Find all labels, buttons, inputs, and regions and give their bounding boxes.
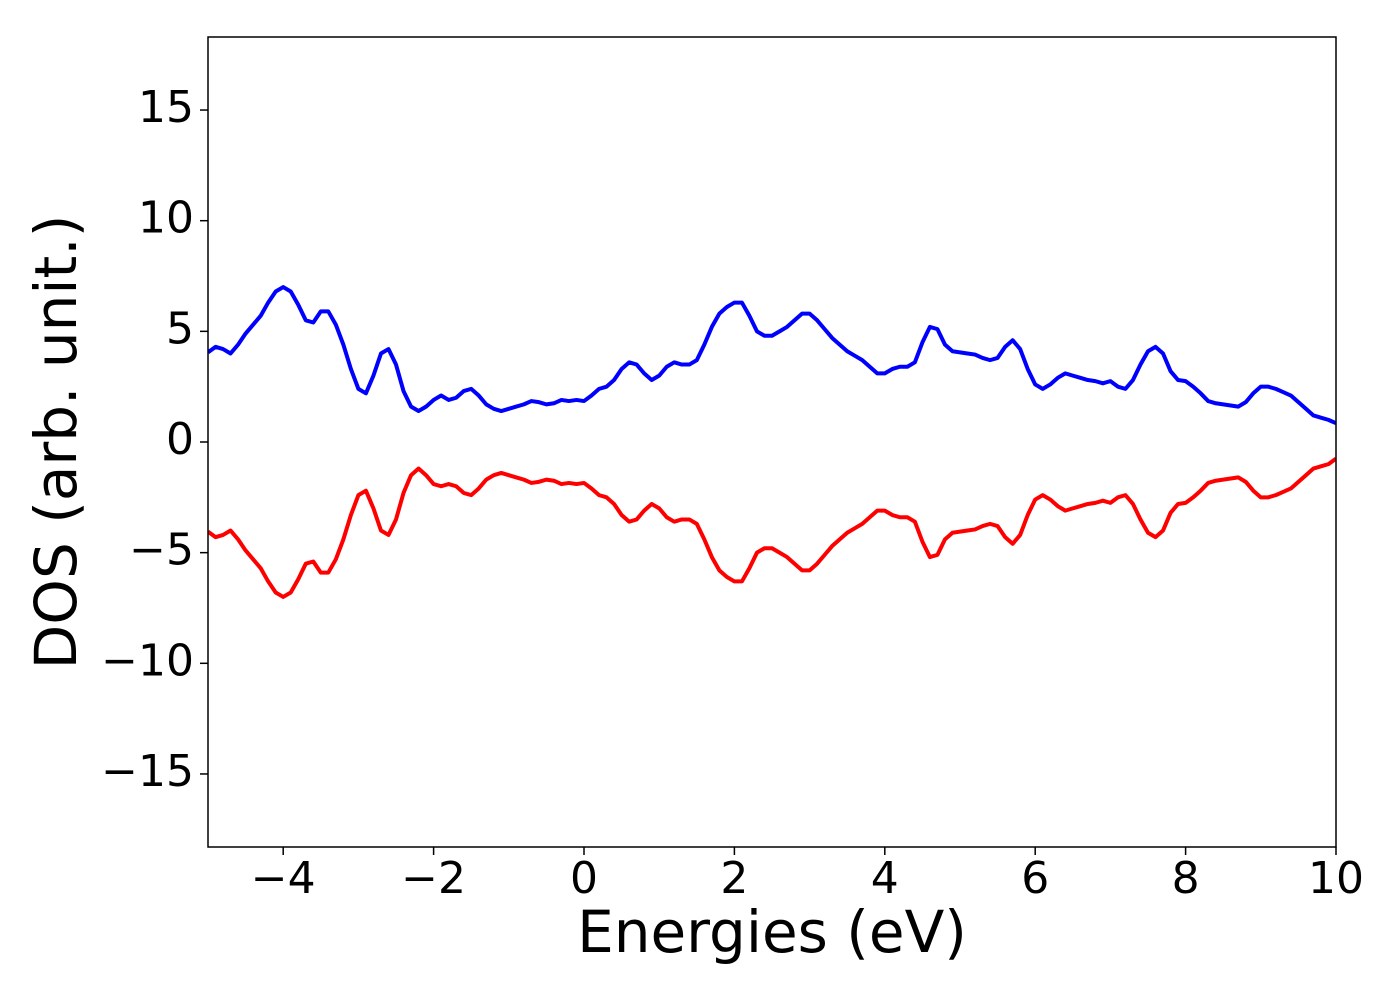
x-tick-label: −2 [401,853,466,904]
y-tick-label: 15 [138,82,194,133]
x-tick-label: 2 [720,853,748,904]
y-tick-label: 5 [166,303,194,354]
x-tick-label: 8 [1172,853,1200,904]
plot-frame [207,36,1337,848]
y-tick-label: −5 [129,525,194,576]
series-line [208,456,1336,599]
plot-lines [208,285,1336,599]
x-tick-label: 10 [1308,853,1364,904]
x-tick-label: 6 [1021,853,1049,904]
x-axis-label: Energies (eV) [577,898,967,966]
y-tick-label: −15 [101,746,194,797]
x-tick-label: 0 [570,853,598,904]
series-line [208,285,1336,426]
y-axis-label: DOS (arb. unit.) [22,215,90,670]
y-tick-label: 0 [166,414,194,465]
y-tick-label: −10 [101,635,194,686]
x-tick-label: 4 [871,853,899,904]
x-tick-label: −4 [251,853,316,904]
y-tick-label: 10 [138,193,194,244]
